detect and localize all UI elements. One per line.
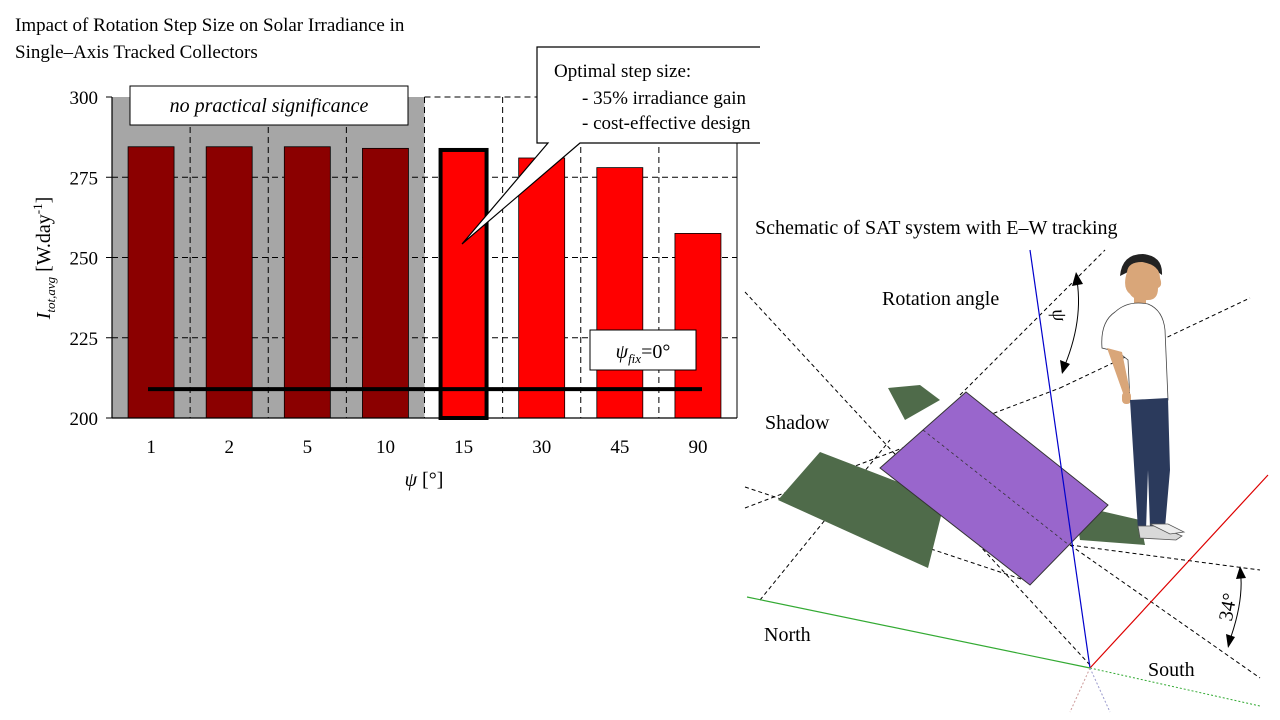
y-tick-label: 200 [70, 409, 99, 430]
x-axis-label: ψ [°] [405, 469, 444, 491]
x-tick-label: 30 [532, 437, 551, 458]
north-south-axis [746, 596, 1091, 669]
x-tick-label: 15 [454, 437, 473, 458]
y-axis-label: Itot,avg [W.day-1] [30, 197, 58, 321]
person-hair [1120, 254, 1163, 276]
north-south-axis-extension [1089, 667, 1261, 707]
person-shirt [1101, 302, 1169, 403]
shadow-shape [778, 385, 1145, 568]
x-tick-label: 5 [303, 437, 313, 458]
tilt-arrow-head [1236, 566, 1246, 579]
panel-axis [922, 429, 1070, 546]
callout-bubble [461, 46, 760, 245]
y-tick-label: 275 [70, 168, 99, 189]
person-arm [1107, 348, 1130, 396]
callout-heading: Optimal step size: [554, 61, 691, 82]
y-tick-label: 300 [70, 88, 99, 109]
guide-line [1069, 544, 1261, 571]
chart-title-line-2: Single–Axis Tracked Collectors [15, 42, 258, 63]
schematic-title: Schematic of SAT system with E–W trackin… [755, 217, 1118, 239]
bar [205, 146, 253, 419]
rotation-angle-label: Rotation angle [882, 288, 999, 310]
guide-line [759, 439, 891, 601]
guide-line [1069, 544, 1261, 679]
bar [362, 147, 409, 419]
bar-chart: 200 225 250 275 300 1 2 5 10 15 30 45 90 ψ [°] Itot,av… [30, 46, 760, 491]
shaded-region-label-box [129, 85, 409, 126]
person-figure [1101, 254, 1186, 541]
chart-title: Impact of Rotation Step Size on Solar Ir… [15, 12, 515, 66]
east-west-axis [1089, 474, 1269, 669]
solar-panel [879, 391, 1109, 586]
y-tick-label: 225 [70, 329, 99, 350]
north-label: North [764, 624, 811, 646]
chart-title-line-1: Impact of Rotation Step Size on Solar Ir… [15, 15, 405, 36]
bar [438, 147, 489, 420]
x-tick-label: 10 [376, 437, 395, 458]
person-pants [1130, 398, 1170, 530]
y-tick-label: 250 [70, 249, 99, 270]
person-shoe [1149, 523, 1186, 535]
guide-line [1059, 297, 1251, 389]
callout-item: - cost-effective design [582, 113, 751, 134]
guide-line [744, 387, 1061, 509]
shadow-label: Shadow [765, 412, 830, 434]
person-shoe [1137, 525, 1183, 541]
rotation-arc [1061, 274, 1080, 373]
tilt-angle-label: 34° [1215, 591, 1242, 622]
x-tick-label: 2 [224, 437, 234, 458]
tilt-arrow-head [1226, 634, 1235, 648]
person-head [1125, 262, 1162, 301]
axis-extension [1069, 667, 1091, 713]
rotation-arrow-head [1072, 272, 1083, 286]
bar [596, 167, 644, 419]
person-hand [1122, 392, 1131, 404]
bar [283, 146, 331, 419]
bar [518, 157, 566, 419]
axis-extension [1089, 667, 1111, 713]
callout-item: - 35% irradiance gain [582, 88, 747, 109]
guide-line [959, 249, 1106, 396]
tilt-arc [1227, 567, 1242, 646]
x-tick-label: 90 [688, 437, 707, 458]
rotation-symbol-label: ψ [1047, 307, 1071, 324]
shaded-region-label: no practical significance [170, 95, 369, 117]
person-neck [1134, 296, 1146, 306]
guide-line [744, 291, 1091, 666]
reference-label-box [589, 329, 697, 371]
x-tick-label: 1 [146, 437, 156, 458]
reference-line-label: ψfix=0° [616, 341, 671, 366]
bar [127, 146, 175, 419]
x-tick-label: 45 [610, 437, 629, 458]
south-label: South [1148, 659, 1195, 681]
guide-line [744, 486, 1031, 583]
vertical-axis [1029, 249, 1091, 669]
guide-lines [744, 249, 1261, 679]
rotation-arrow-head [1060, 360, 1070, 374]
